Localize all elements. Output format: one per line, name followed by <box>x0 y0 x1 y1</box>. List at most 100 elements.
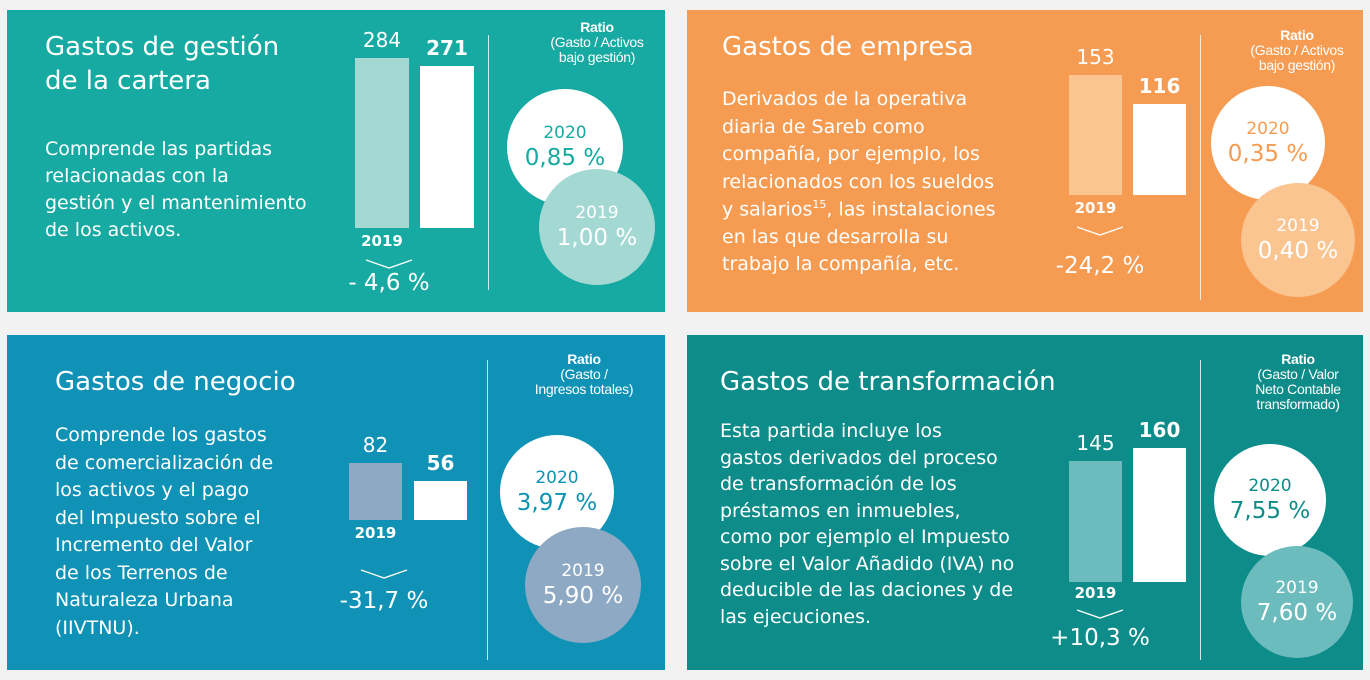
description-line: Derivados de la operativa <box>722 88 968 110</box>
ratio-header: Ingresos totales) <box>534 381 634 397</box>
ratio-value: 0,85 % <box>524 145 606 171</box>
ratio-header: bajo gestión) <box>1258 57 1336 73</box>
bar-year: 2020 <box>426 232 468 250</box>
description-line: Comprende las partidas <box>45 138 273 160</box>
description-line: gestión y el mantenimiento <box>45 192 307 214</box>
bar <box>1133 448 1186 582</box>
description-line: en las que desarrolla su <box>722 225 949 248</box>
ratio-value: 0,35 % <box>1227 141 1309 167</box>
ratio-header: Ratio <box>567 351 601 367</box>
ratio-header: (Gasto / Activos <box>1250 42 1344 58</box>
footnote-ref: 15 <box>812 198 827 211</box>
description-line: sobre el Valor Añadido (IVA) no <box>720 552 1015 575</box>
ratio-value: 3,97 % <box>516 490 598 516</box>
ratio-circle: 2019 1,00 % <box>539 169 655 285</box>
ratio-header: (Gasto / Activos <box>550 34 644 50</box>
ratio-circle: 2020 0,35 % <box>1211 86 1325 200</box>
bar-year: 2019 <box>1074 199 1117 217</box>
ratio-value: 0,40 % <box>1257 238 1339 264</box>
description-line: Naturaleza Urbana <box>55 589 234 611</box>
change: -31,7 % <box>339 588 429 614</box>
bar <box>420 65 474 228</box>
divider <box>488 35 489 290</box>
chevron-icon <box>360 569 408 579</box>
chevron <box>364 255 414 269</box>
bar <box>355 57 409 228</box>
bar-value: 145 <box>1076 430 1115 455</box>
panel-title: Gastos de transformación <box>720 367 1056 397</box>
description-line: de los Terrenos de <box>55 561 228 584</box>
ratio-circle: 2020 7,55 % <box>1214 444 1326 556</box>
description-line: de transformación de los <box>720 473 957 495</box>
bar <box>1069 75 1122 195</box>
text: y salarios <box>722 198 813 221</box>
ratio-circle: 2019 5,90 % <box>525 527 641 643</box>
panel-title: Gastos de negocio <box>55 367 296 397</box>
description-line: diaria de Sareb como <box>722 115 925 138</box>
ratio-header: bajo gestión) <box>558 49 636 65</box>
bar-value: 271 <box>426 35 468 60</box>
ratio-header: Ratio <box>580 19 614 35</box>
bar-value: 116 <box>1138 74 1181 99</box>
bar <box>1133 104 1186 195</box>
bar-year: 2019 <box>361 232 403 250</box>
ratio-year: 2019 <box>575 203 619 223</box>
description-line: gastos derivados del proceso <box>720 446 998 469</box>
ratio-year: 2019 <box>1275 578 1319 598</box>
description-line: Comprende los gastos <box>55 424 267 446</box>
chevron <box>359 565 409 579</box>
bar-year: 2020 <box>1138 199 1181 217</box>
ratio-value: 1,00 % <box>556 225 638 251</box>
ratio-value: 7,55 % <box>1229 498 1311 524</box>
chevron <box>1075 605 1125 619</box>
bar <box>1069 460 1122 582</box>
description-line: de los activos. <box>45 219 182 241</box>
ratio-value: 7,60 % <box>1256 600 1338 626</box>
description-line: las ejecuciones. <box>720 605 872 628</box>
bar <box>349 463 402 520</box>
description-line: préstamos en inmuebles, <box>720 499 961 522</box>
bar-value: 284 <box>362 27 402 52</box>
description-line: compañía, por ejemplo, los <box>722 143 980 165</box>
bar-year: 2020 <box>419 524 462 542</box>
bar <box>414 481 467 520</box>
ratio-year: 2020 <box>1248 476 1292 496</box>
bar-value: 160 <box>1138 418 1181 442</box>
text: , las instalaciones <box>826 198 996 221</box>
ratio-year: 2019 <box>1276 216 1320 236</box>
ratio-header: (Gasto / <box>560 366 608 382</box>
description-line: (IIVTNU). <box>55 616 140 639</box>
chevron <box>1075 222 1125 236</box>
panel-title: Gastos de empresa <box>722 32 974 62</box>
ratio-circle: 2019 0,40 % <box>1241 183 1355 297</box>
description-line: como por ejemplo el Impuesto <box>720 526 1010 548</box>
divider <box>1200 360 1201 660</box>
ratio-year: 2020 <box>543 123 587 143</box>
ratio-value: 5,90 % <box>542 583 624 609</box>
description-line: los activos y el pago <box>55 479 250 501</box>
panel-title: Gastos de gestión de la cartera <box>45 32 280 96</box>
description-line: del Impuesto sobre el <box>55 506 261 529</box>
description-line: deducible de las daciones y de <box>720 579 1014 601</box>
bar-year: 2019 <box>1074 584 1117 602</box>
chevron-icon <box>1076 609 1124 619</box>
description-line: y salarios15, las instalaciones <box>722 198 996 220</box>
ratio-year: 2020 <box>535 468 579 488</box>
ratio-year: 2019 <box>561 561 605 581</box>
ratio-header: Ratio <box>1281 351 1315 367</box>
description-line: Incremento del Valor <box>55 534 253 556</box>
description-line: de comercialización de <box>55 451 274 474</box>
description-line: Esta partida incluye los <box>720 420 942 442</box>
chevron-icon <box>365 259 413 269</box>
bar-year: 2020 <box>1138 584 1181 602</box>
chevron-icon <box>1076 226 1124 236</box>
ratio-year: 2020 <box>1246 119 1290 139</box>
change: -24,2 % <box>1055 253 1145 279</box>
ratio-circle: 2019 7,60 % <box>1241 546 1353 658</box>
divider <box>1200 35 1201 300</box>
bar-year: 2019 <box>354 524 397 542</box>
description-line: trabajo la compañía, etc. <box>722 253 960 275</box>
description-line: relacionadas con la <box>45 165 229 187</box>
divider <box>487 360 488 660</box>
